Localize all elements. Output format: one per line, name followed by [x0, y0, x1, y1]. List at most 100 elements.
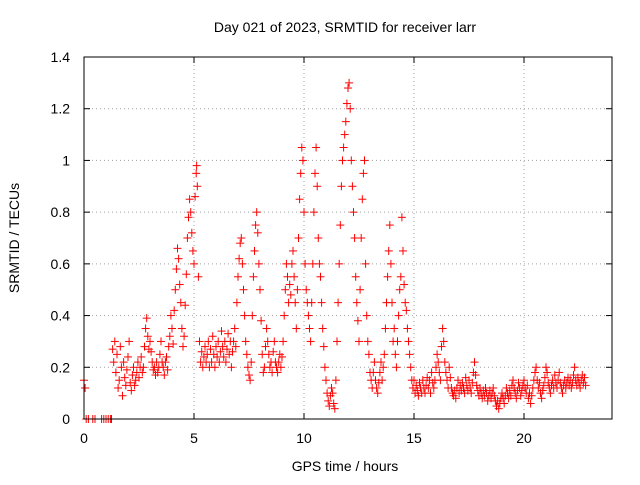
data-point	[426, 389, 435, 398]
data-point	[539, 381, 548, 390]
data-point	[384, 246, 393, 255]
data-point	[393, 337, 402, 346]
data-point	[298, 156, 307, 165]
data-point	[300, 208, 308, 217]
data-point	[234, 272, 242, 281]
plot-frame	[83, 56, 613, 420]
data-point	[363, 337, 372, 346]
data-point	[269, 347, 278, 356]
data-point	[192, 169, 201, 178]
chart-title: Day 021 of 2023, SRMTID for receiver lar…	[214, 19, 477, 35]
data-point	[273, 368, 282, 377]
data-point	[130, 381, 139, 390]
data-point	[192, 161, 201, 170]
data-point	[140, 342, 149, 351]
data-point	[500, 399, 509, 408]
data-point	[471, 371, 480, 380]
data-point	[329, 399, 338, 408]
y-tick-label: 1.2	[51, 101, 71, 117]
data-point	[494, 404, 503, 413]
data-point	[250, 246, 259, 255]
data-point	[470, 358, 479, 367]
data-point	[109, 358, 118, 367]
data-point	[327, 383, 336, 392]
x-axis-label: GPS time / hours	[292, 458, 399, 474]
x-tick-label: 5	[190, 430, 198, 446]
data-point	[259, 368, 268, 377]
data-point	[291, 298, 300, 307]
data-point	[454, 376, 462, 385]
data-point	[391, 350, 400, 359]
data-point	[375, 368, 384, 377]
data-point	[357, 234, 366, 242]
data-point	[348, 182, 357, 191]
data-point	[581, 381, 590, 390]
data-point	[341, 117, 350, 126]
data-point	[372, 383, 381, 392]
data-point	[313, 182, 322, 191]
data-point	[383, 272, 392, 281]
data-point	[251, 221, 260, 230]
data-point	[191, 192, 200, 201]
data-point	[388, 298, 396, 307]
data-point	[224, 329, 233, 338]
data-point	[540, 373, 549, 382]
data-point	[174, 254, 183, 263]
data-point	[317, 298, 326, 307]
data-point	[531, 368, 539, 377]
data-point	[190, 259, 198, 268]
data-point	[399, 246, 407, 255]
data-point	[446, 373, 455, 382]
data-point	[231, 342, 240, 351]
data-point	[576, 383, 585, 392]
data-point	[302, 285, 311, 294]
data-point	[243, 363, 252, 372]
data-point	[127, 386, 136, 395]
data-point	[163, 365, 172, 374]
data-point	[505, 386, 514, 395]
data-point	[356, 285, 365, 294]
data-point	[168, 324, 176, 333]
data-point	[125, 337, 134, 346]
data-point	[182, 270, 191, 279]
data-point	[516, 391, 525, 400]
y-tick-label: 0.8	[51, 204, 71, 220]
data-point	[345, 78, 354, 87]
data-point	[335, 259, 344, 268]
data-point	[217, 327, 226, 336]
data-point	[319, 342, 328, 351]
data-point	[210, 363, 219, 372]
data-point	[252, 208, 261, 217]
data-point	[141, 324, 150, 333]
data-point	[285, 280, 294, 289]
data-point	[160, 371, 169, 380]
data-point	[170, 306, 179, 315]
data-point	[185, 195, 194, 204]
data-point	[157, 337, 165, 346]
data-point	[242, 350, 251, 359]
data-point	[558, 389, 567, 398]
data-point	[248, 311, 257, 320]
data-point	[346, 104, 355, 113]
x-tick-label: 0	[80, 430, 88, 446]
data-point	[155, 350, 164, 359]
data-point	[320, 363, 329, 372]
x-tick-label: 10	[296, 430, 312, 446]
data-point	[403, 324, 412, 333]
data-point	[512, 394, 521, 403]
data-point	[331, 376, 340, 385]
data-point	[542, 363, 550, 372]
data-point	[246, 376, 255, 385]
data-point	[490, 391, 499, 400]
data-point	[218, 342, 227, 351]
data-point	[137, 352, 146, 361]
data-point	[307, 298, 316, 307]
data-point	[247, 358, 256, 367]
data-point	[362, 311, 371, 320]
data-point	[432, 363, 440, 372]
data-point	[359, 169, 368, 178]
data-point	[219, 352, 228, 361]
data-point	[532, 363, 541, 372]
data-point	[289, 246, 297, 255]
data-point	[392, 363, 401, 372]
